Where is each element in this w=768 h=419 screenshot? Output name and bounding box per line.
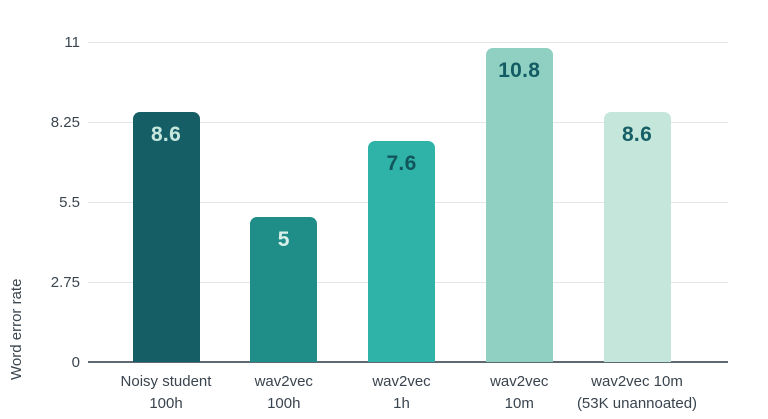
x-tick-label: wav2vec 1h	[372, 373, 431, 412]
x-axis-line	[88, 361, 728, 363]
y-tick-label: 11	[64, 34, 80, 51]
bar-value-label: 10.8	[498, 58, 541, 82]
y-tick-label: 5.5	[59, 194, 80, 211]
bar-value-label: 7.6	[386, 151, 417, 175]
bar-value-label: 8.6	[150, 122, 182, 146]
bar: 8.6	[132, 111, 200, 362]
x-tick-label: Noisy student 100h	[120, 373, 212, 412]
bar-value-label: 8.6	[621, 122, 653, 146]
x-tick-label: wav2vec 10m (53K unannoated)	[576, 373, 698, 412]
x-tick-label: wav2vec 10m	[490, 373, 549, 412]
y-tick-label: 2.75	[50, 274, 80, 291]
bar-value-label: 5	[277, 227, 290, 251]
y-tick-label: 8.25	[50, 114, 80, 131]
bar: 5	[250, 216, 318, 362]
x-tick-label: wav2vec 100h	[254, 373, 313, 412]
bar: 7.6	[368, 140, 435, 362]
y-tick-label: 0	[71, 354, 80, 371]
bar: 10.8	[485, 47, 553, 362]
gridline	[88, 122, 728, 123]
gridline	[88, 42, 728, 43]
bar: 8.6	[603, 111, 671, 362]
